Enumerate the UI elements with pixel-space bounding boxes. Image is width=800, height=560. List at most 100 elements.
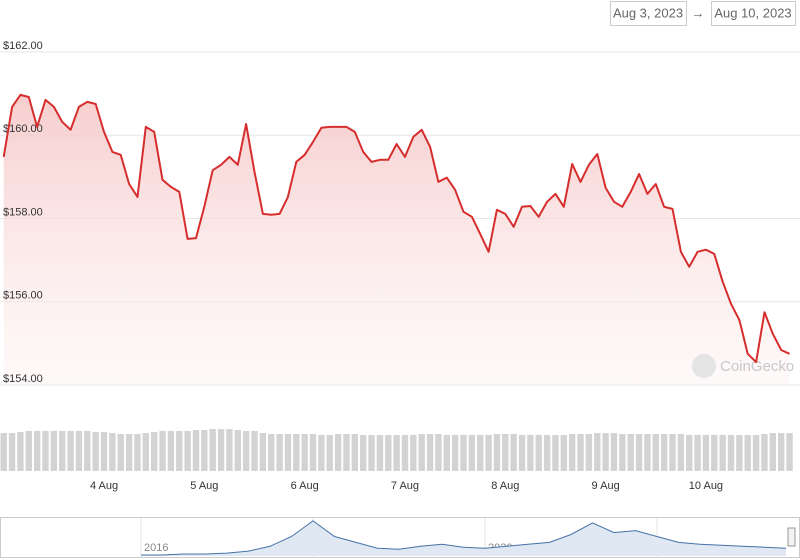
volume-bar [769,433,777,471]
arrow: → [692,5,705,20]
volume-bar [393,435,400,471]
volume-bar [117,434,124,471]
volume-bar [134,434,141,471]
volume-bar [577,434,584,471]
volume-bar [184,431,191,471]
volume-bar [401,435,409,471]
volume-bar [59,431,66,471]
volume-bar [226,429,233,471]
volume-bar [209,429,216,471]
volume-bar [610,433,618,471]
volume-bar [727,435,735,471]
volume-bar [594,433,601,471]
volume-bar [142,433,150,471]
navigator-area [141,520,786,556]
volume-bar [368,435,375,471]
volume-bar [359,435,367,471]
volume-bar [92,432,99,471]
volume-bar [711,435,718,471]
volume-bar [159,431,166,471]
volume-bar [192,430,200,471]
watermark-logo [692,354,716,378]
volume-bar [560,435,568,471]
volume-bar [259,433,267,471]
volume-bar [100,432,108,471]
volume-bar [67,431,74,471]
volume-bar [460,435,467,471]
volume-bar [485,435,492,471]
volume-bar [385,435,392,471]
volume-bar [50,431,58,471]
volume-bar [242,431,250,471]
volume-bar [109,433,116,471]
volume-bar [627,434,634,471]
volume-bar [418,434,425,471]
volume-bar [276,434,283,471]
volume-bar [376,435,384,471]
volume-bar [217,429,225,471]
navigator-label: 2016 [144,542,168,554]
volume-bar [736,435,743,471]
navigator-handle[interactable] [787,527,796,547]
y-tick-label: $160.00 [3,123,43,135]
volume-bar [25,431,32,471]
volume-bar [410,435,417,471]
volume-bar [527,435,534,471]
y-tick-label: $156.00 [3,290,43,302]
x-tick-label: 6 Aug [291,480,319,492]
x-tick-label: 4 Aug [90,480,118,492]
volume-bar [468,435,476,471]
volume-bar [568,434,576,471]
volume-bar [0,433,7,471]
watermark: CoinGecko [720,358,794,375]
volume-bar [343,434,350,471]
volume-bar [293,434,300,471]
to-date[interactable]: Aug 10, 2023 [714,5,791,20]
area [3,94,790,386]
volume-bar [752,435,760,471]
x-tick-label: 5 Aug [190,480,218,492]
volume-bar [125,434,133,471]
volume-bar [268,434,275,471]
volume-bar [326,435,333,471]
volume-bar [451,435,459,471]
volume-bar [619,434,626,471]
volume-bar [510,434,517,471]
volume-bar [694,435,701,471]
volume-bar [301,434,308,471]
x-tick-label: 8 Aug [491,480,519,492]
volume-bar [543,435,551,471]
to-box[interactable] [711,1,796,26]
volume-bar [426,434,434,471]
x-tick-label: 9 Aug [592,480,620,492]
volume-bar [251,431,258,471]
volume-bar [167,431,175,471]
navigator-line [141,520,787,556]
volume-bar [669,434,676,471]
volume-bar [518,435,526,471]
price-line [2,93,790,364]
volume-bar [176,431,183,471]
from-date[interactable]: Aug 3, 2023 [613,5,683,20]
volume-bar [786,433,793,471]
volume-bar [443,435,450,471]
volume-bar [761,434,768,471]
volume-bar [17,432,24,471]
volume-bar [8,433,16,471]
volume-bar [552,435,559,471]
y-tick-label: $162.00 [3,40,43,52]
y-tick-label: $154.00 [3,373,43,385]
volume-bar [535,435,542,471]
from-box[interactable] [610,1,687,26]
volume-bar [334,434,342,471]
volume-bar [309,434,317,471]
volume-bar [42,431,49,471]
volume-bar [477,435,484,471]
x-tick-label: 10 Aug [689,480,723,492]
volume-bar [660,434,668,471]
volume-bar [318,435,325,471]
volume-bar [75,431,83,471]
volume-bar [33,431,41,471]
volume-bar [635,434,643,471]
